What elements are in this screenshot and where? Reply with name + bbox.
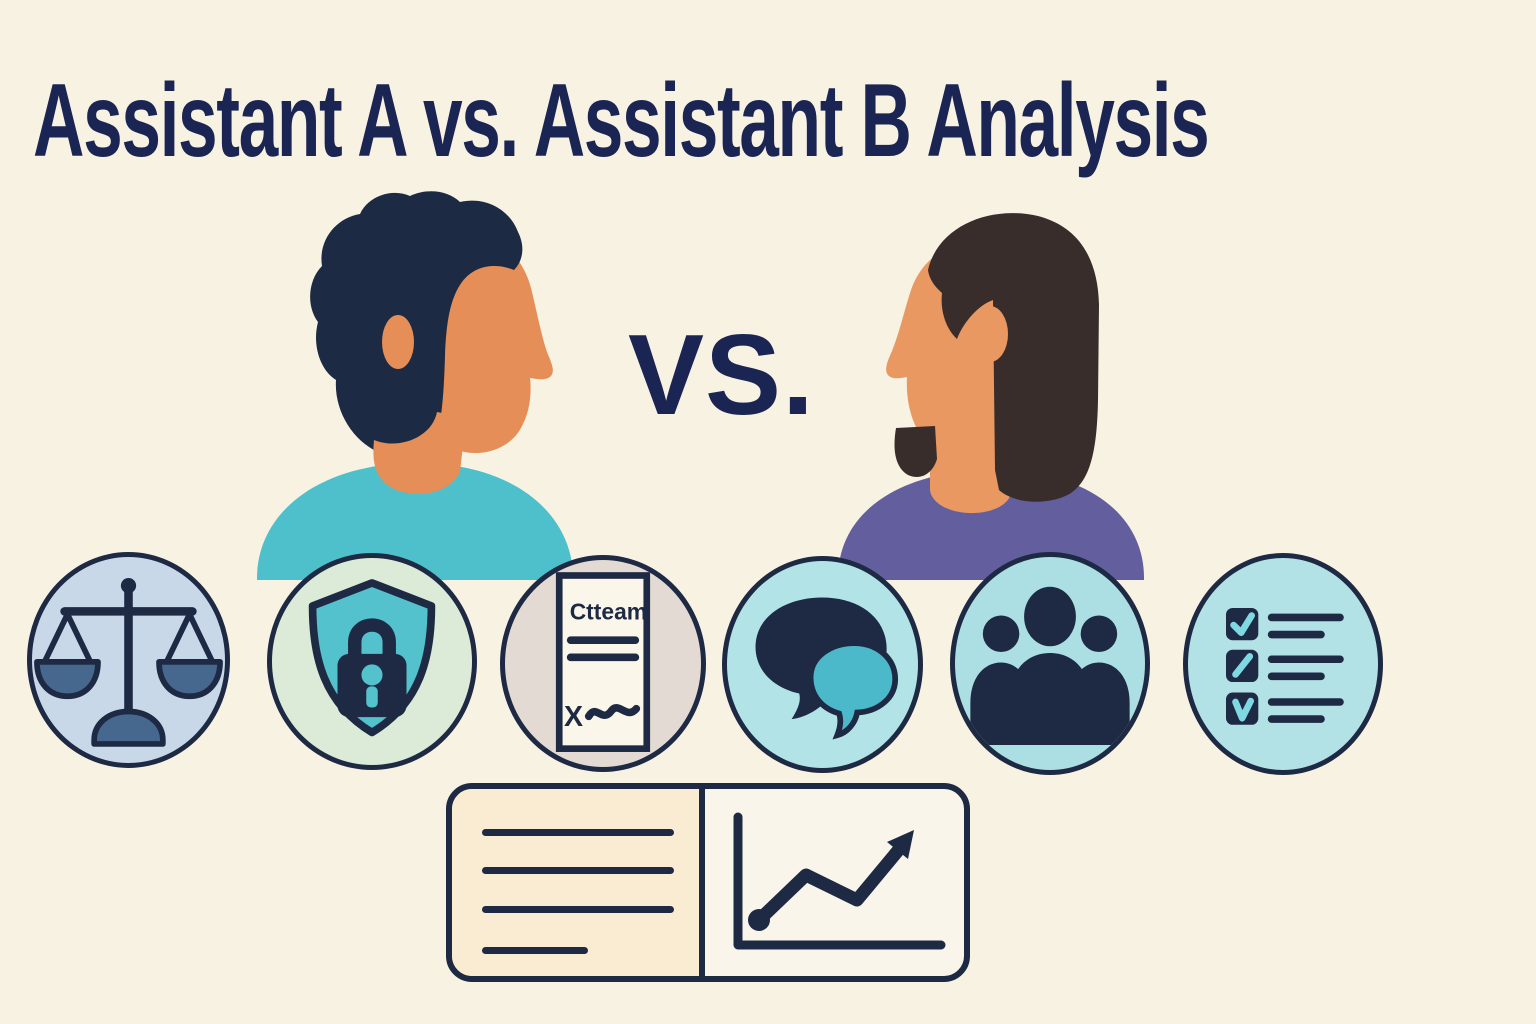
assistant-a-face (437, 233, 553, 454)
avatar-assistant-a (257, 191, 573, 580)
page-title: Assistant A vs. Assistant B Analysis (33, 63, 1210, 179)
avatar-assistant-b (838, 213, 1144, 580)
report-chart-panel (705, 789, 964, 976)
balance-scale-icon (34, 577, 223, 747)
assistant-a-neck (373, 412, 466, 494)
contract-document-badge: Ctteam X (500, 555, 706, 772)
people-group-badge (950, 552, 1150, 775)
contract-document-icon: Ctteam X (555, 572, 651, 752)
assistant-b-neck (930, 418, 1012, 514)
chat-badge (722, 556, 923, 773)
text-line (482, 906, 674, 913)
text-line (482, 829, 674, 836)
vs-label: VS. (628, 312, 815, 439)
balance-scale-badge (27, 552, 230, 768)
text-line (482, 947, 588, 954)
document-signature-x: X (564, 701, 583, 733)
assistant-b-ear (972, 306, 1008, 362)
chat-bubbles-icon (755, 597, 899, 740)
security-shield-badge (267, 553, 477, 770)
assistant-b-hair-lock (894, 426, 937, 478)
text-line (482, 867, 674, 874)
assistant-a-ear (382, 315, 414, 369)
checklist-icon (1226, 607, 1344, 725)
trend-chart-icon (733, 812, 946, 950)
assistant-b-hair (928, 213, 1099, 502)
assistant-a-hair (310, 191, 523, 456)
assistant-b-shirt (838, 470, 1144, 580)
assistant-a-shirt (257, 463, 573, 580)
shield-lock-icon (308, 579, 436, 737)
people-group-icon (970, 586, 1130, 746)
report-card (446, 783, 970, 982)
checklist-badge (1183, 553, 1383, 775)
report-text-panel (452, 789, 705, 976)
document-title-text: Ctteam (570, 598, 647, 624)
